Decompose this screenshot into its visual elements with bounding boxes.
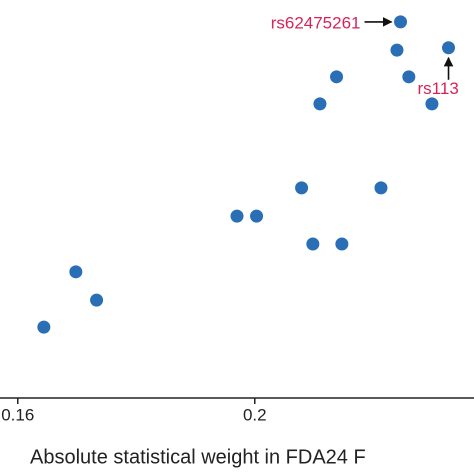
x-axis-title: Absolute statistical weight in FDA24 F [30, 446, 366, 468]
point [250, 209, 264, 223]
point [390, 43, 404, 57]
point [330, 70, 344, 84]
annotation: rs62475261 [271, 13, 361, 32]
point [394, 15, 408, 29]
point [402, 70, 416, 84]
x-tick-label: 0.16 [1, 405, 34, 424]
x-tick-label: 0.2 [243, 405, 267, 424]
point [90, 293, 104, 307]
annotation: rs113 [418, 79, 459, 98]
point [306, 237, 320, 251]
point [374, 181, 388, 195]
point [335, 237, 349, 251]
point [425, 97, 439, 111]
point [37, 320, 51, 334]
point [69, 265, 83, 279]
point [295, 181, 309, 195]
point [230, 209, 244, 223]
point [442, 41, 456, 55]
point [313, 97, 327, 111]
